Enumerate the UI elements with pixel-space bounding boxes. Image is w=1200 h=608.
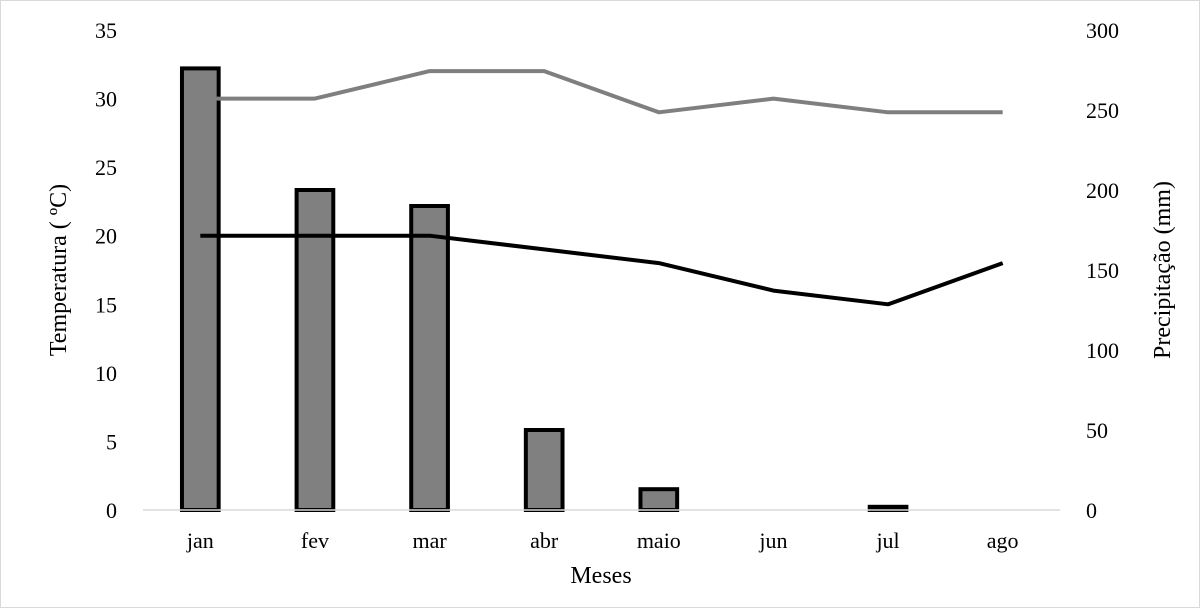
max-temperature-line [200, 69, 1003, 115]
precipitation-bars [179, 66, 909, 513]
y-left-tick-label: 15 [95, 292, 117, 317]
y-left-tick-label: 5 [106, 429, 117, 454]
x-tick-label: abr [530, 528, 559, 553]
y-left-tick-label: 20 [95, 224, 117, 249]
precipitation-bar [638, 487, 680, 513]
x-tick-label: jul [875, 528, 899, 553]
precipitation-bar [409, 204, 450, 512]
y-right-tick-label: 250 [1086, 98, 1119, 123]
temperature-lines [200, 69, 1004, 307]
y-right-tick-label: 300 [1086, 18, 1119, 43]
y-left-axis-title: Temperatura ( ºC) [46, 184, 72, 356]
x-axis-title: Meses [570, 563, 631, 589]
y-right-tick-label: 100 [1086, 338, 1119, 363]
y-right-tick-label: 0 [1086, 498, 1097, 523]
y-right-tick-label: 200 [1086, 178, 1119, 203]
y-left-tick-label: 35 [95, 18, 117, 43]
x-tick-label: mar [412, 528, 447, 553]
x-tick-label: jun [758, 528, 787, 553]
x-tick-label: ago [987, 528, 1019, 553]
x-tick-labels: jan fev mar abr maio jun jul ago [186, 528, 1019, 553]
precipitation-bar [523, 428, 565, 512]
x-tick-label: maio [637, 528, 681, 553]
precipitation-bar [294, 188, 336, 512]
precipitation-bar [179, 66, 221, 513]
x-tick-label: fev [301, 528, 329, 553]
x-tick-label: jan [186, 528, 214, 553]
y-left-tick-labels: 0 5 10 15 20 25 30 35 [95, 18, 117, 523]
y-right-axis-title: Precipitação (mm) [1150, 181, 1176, 359]
y-left-tick-label: 25 [95, 155, 117, 180]
y-left-tick-label: 0 [106, 498, 117, 523]
y-left-tick-label: 10 [95, 361, 117, 386]
y-right-tick-label: 50 [1086, 418, 1108, 443]
y-right-tick-label: 150 [1086, 258, 1119, 283]
y-left-tick-label: 30 [95, 87, 117, 112]
y-right-tick-labels: 0 50 100 150 200 250 300 [1086, 18, 1119, 523]
min-temperature-line [200, 233, 1004, 307]
